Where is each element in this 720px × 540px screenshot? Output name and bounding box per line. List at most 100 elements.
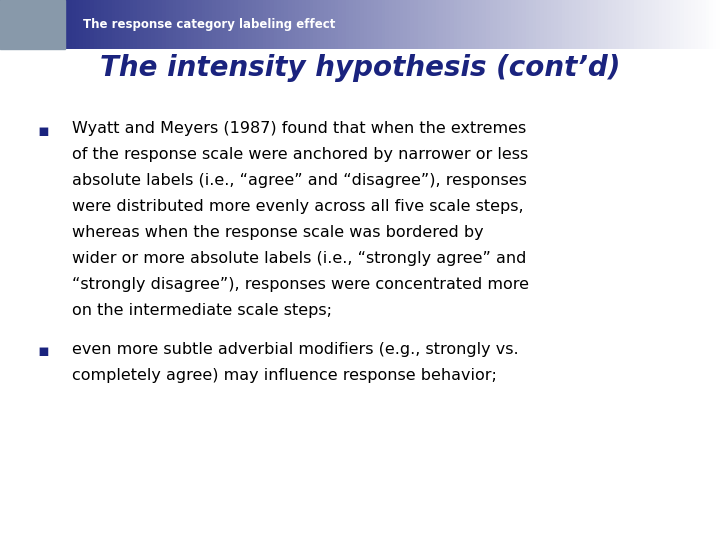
Bar (277, 0, 282, 49)
Bar (212, 0, 217, 49)
Bar (122, 0, 127, 49)
Bar (338, 0, 343, 49)
Bar (151, 0, 156, 49)
Text: ▪: ▪ (37, 122, 49, 139)
Bar (58, 0, 62, 49)
Bar (230, 0, 235, 49)
Bar (43, 0, 48, 49)
Bar (32, 0, 37, 49)
Bar (270, 0, 274, 49)
Bar (590, 0, 595, 49)
Bar (716, 0, 720, 49)
Bar (320, 0, 325, 49)
Bar (342, 0, 346, 49)
Bar (544, 0, 548, 49)
Bar (137, 0, 141, 49)
Bar (382, 0, 386, 49)
Bar (612, 0, 616, 49)
Bar (61, 0, 66, 49)
Bar (565, 0, 570, 49)
Bar (238, 0, 242, 49)
Bar (119, 0, 123, 49)
Bar (630, 0, 634, 49)
Bar (112, 0, 116, 49)
Bar (587, 0, 591, 49)
Bar (677, 0, 681, 49)
Text: “strongly disagree”), responses were concentrated more: “strongly disagree”), responses were con… (72, 277, 529, 292)
Bar (526, 0, 530, 49)
Bar (288, 0, 292, 49)
Bar (281, 0, 285, 49)
Bar (11, 0, 15, 49)
Bar (198, 0, 202, 49)
Bar (670, 0, 674, 49)
Bar (608, 0, 613, 49)
Bar (223, 0, 228, 49)
Bar (79, 0, 84, 49)
Bar (432, 0, 436, 49)
Bar (450, 0, 454, 49)
Bar (497, 0, 501, 49)
Bar (511, 0, 516, 49)
Bar (425, 0, 429, 49)
Bar (695, 0, 699, 49)
Bar (616, 0, 620, 49)
Bar (684, 0, 688, 49)
Bar (493, 0, 498, 49)
Bar (0, 0, 4, 49)
Bar (302, 0, 307, 49)
Bar (598, 0, 602, 49)
Bar (115, 0, 120, 49)
Bar (644, 0, 649, 49)
Bar (414, 0, 418, 49)
Bar (601, 0, 606, 49)
Bar (713, 0, 717, 49)
Bar (468, 0, 472, 49)
Bar (40, 0, 44, 49)
Text: wider or more absolute labels (i.e., “strongly agree” and: wider or more absolute labels (i.e., “st… (72, 251, 526, 266)
Bar (346, 0, 350, 49)
Bar (508, 0, 512, 49)
Bar (173, 0, 177, 49)
Bar (360, 0, 364, 49)
Bar (259, 0, 264, 49)
Bar (72, 0, 76, 49)
Bar (47, 0, 51, 49)
Bar (702, 0, 706, 49)
Bar (569, 0, 573, 49)
Bar (256, 0, 260, 49)
Text: were distributed more evenly across all five scale steps,: were distributed more evenly across all … (72, 199, 523, 214)
Bar (299, 0, 303, 49)
Bar (504, 0, 508, 49)
Bar (482, 0, 487, 49)
Bar (349, 0, 354, 49)
Bar (144, 0, 148, 49)
Bar (25, 0, 30, 49)
Bar (22, 0, 26, 49)
Bar (680, 0, 685, 49)
Bar (7, 0, 12, 49)
Bar (457, 0, 462, 49)
Bar (191, 0, 195, 49)
Bar (623, 0, 627, 49)
Text: completely agree) may influence response behavior;: completely agree) may influence response… (72, 368, 497, 383)
Bar (133, 0, 138, 49)
Text: Wyatt and Meyers (1987) found that when the extremes: Wyatt and Meyers (1987) found that when … (72, 122, 526, 137)
Text: even more subtle adverbial modifiers (e.g., strongly vs.: even more subtle adverbial modifiers (e.… (72, 342, 518, 357)
Bar (446, 0, 451, 49)
Bar (101, 0, 105, 49)
Bar (605, 0, 609, 49)
Bar (385, 0, 390, 49)
Bar (518, 0, 523, 49)
Bar (443, 0, 447, 49)
Text: on the intermediate scale steps;: on the intermediate scale steps; (72, 303, 332, 318)
Bar (698, 0, 703, 49)
Bar (162, 0, 166, 49)
Bar (50, 0, 55, 49)
Bar (194, 0, 199, 49)
Bar (479, 0, 483, 49)
Bar (176, 0, 181, 49)
Bar (18, 0, 22, 49)
Bar (86, 0, 91, 49)
Bar (428, 0, 433, 49)
